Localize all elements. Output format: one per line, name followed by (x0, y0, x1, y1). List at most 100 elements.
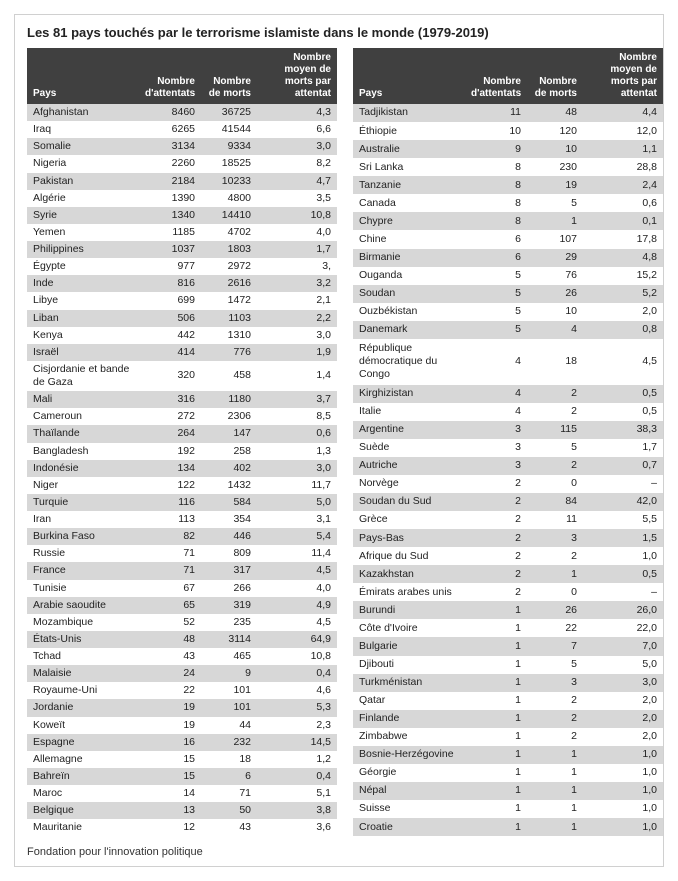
deaths-cell: 1 (527, 764, 583, 782)
table-row: Mali31611803,7 (27, 391, 337, 408)
country-cell: Danemark (353, 321, 465, 339)
country-cell: Liban (27, 310, 139, 327)
country-cell: Afrique du Sud (353, 547, 465, 565)
country-cell: Iran (27, 511, 139, 528)
deaths-cell: 1432 (201, 477, 257, 494)
avg-cell: 4,5 (257, 562, 337, 579)
avg-cell: 15,2 (583, 267, 663, 285)
table-row: Afghanistan8460367254,3 (27, 104, 337, 121)
table-row: Croatie111,0 (353, 818, 663, 836)
attacks-cell: 977 (139, 258, 201, 275)
country-cell: Iraq (27, 121, 139, 138)
table-row: Indonésie1344023,0 (27, 460, 337, 477)
table-row: Russie7180911,4 (27, 545, 337, 562)
country-cell: Ouzbékistan (353, 303, 465, 321)
deaths-cell: 1310 (201, 327, 257, 344)
table-row: Mauritanie12433,6 (27, 819, 337, 836)
deaths-cell: 2 (527, 710, 583, 728)
country-cell: Croatie (353, 818, 465, 836)
deaths-cell: 1 (527, 565, 583, 583)
country-cell: Bosnie-Herzégovine (353, 746, 465, 764)
deaths-cell: 232 (201, 734, 257, 751)
deaths-cell: 2 (527, 728, 583, 746)
attacks-cell: 12 (139, 819, 201, 836)
deaths-cell: 43 (201, 819, 257, 836)
attacks-cell: 71 (139, 562, 201, 579)
country-cell: Tanzanie (353, 176, 465, 194)
attacks-cell: 1390 (139, 190, 201, 207)
attacks-cell: 506 (139, 310, 201, 327)
deaths-cell: 319 (201, 597, 257, 614)
deaths-cell: 0 (527, 475, 583, 493)
attacks-cell: 71 (139, 545, 201, 562)
source-line: Fondation pour l'innovation politique (27, 846, 651, 858)
attacks-cell: 8460 (139, 104, 201, 121)
deaths-cell: 2 (527, 547, 583, 565)
country-cell: Syrie (27, 207, 139, 224)
deaths-cell: 776 (201, 344, 257, 361)
deaths-cell: 5 (527, 194, 583, 212)
deaths-cell: 10 (527, 140, 583, 158)
deaths-cell: 266 (201, 580, 257, 597)
attacks-cell: 1 (465, 619, 527, 637)
deaths-cell: 2 (527, 457, 583, 475)
avg-cell: 11,7 (257, 477, 337, 494)
deaths-cell: 2 (527, 403, 583, 421)
table-row: Géorgie111,0 (353, 764, 663, 782)
deaths-cell: 18525 (201, 155, 257, 172)
left-table: Pays Nombre d'attentats Nombre de morts … (27, 48, 337, 836)
avg-cell: 38,3 (583, 421, 663, 439)
deaths-cell: 4702 (201, 224, 257, 241)
table-row: Royaume-Uni221014,6 (27, 682, 337, 699)
country-cell: Russie (27, 545, 139, 562)
deaths-cell: 1 (527, 818, 583, 836)
deaths-cell: 5 (527, 439, 583, 457)
attacks-cell: 1 (465, 818, 527, 836)
avg-cell: 5,2 (583, 285, 663, 303)
avg-cell: 2,0 (583, 710, 663, 728)
country-cell: Suisse (353, 800, 465, 818)
attacks-cell: 3 (465, 439, 527, 457)
avg-cell: 1,0 (583, 547, 663, 565)
deaths-cell: 10 (527, 303, 583, 321)
attacks-cell: 116 (139, 494, 201, 511)
country-cell: Géorgie (353, 764, 465, 782)
attacks-cell: 816 (139, 275, 201, 292)
attacks-cell: 1185 (139, 224, 201, 241)
avg-cell: 2,3 (257, 717, 337, 734)
country-cell: Pakistan (27, 173, 139, 190)
attacks-cell: 14 (139, 785, 201, 802)
avg-cell: 0,4 (257, 768, 337, 785)
avg-cell: 5,5 (583, 511, 663, 529)
country-cell: Chypre (353, 212, 465, 230)
deaths-cell: 41544 (201, 121, 257, 138)
deaths-cell: 458 (201, 361, 257, 391)
col-avg: Nombre moyen de morts par attentat (583, 48, 663, 104)
avg-cell: 0,7 (583, 457, 663, 475)
attacks-cell: 67 (139, 580, 201, 597)
table-row: Turkménistan133,0 (353, 674, 663, 692)
table-row: Kenya44213103,0 (27, 327, 337, 344)
attacks-cell: 1 (465, 746, 527, 764)
attacks-cell: 1 (465, 674, 527, 692)
avg-cell: 3,6 (257, 819, 337, 836)
country-cell: Finlande (353, 710, 465, 728)
country-cell: Koweït (27, 717, 139, 734)
table-row: Pays-Bas231,5 (353, 529, 663, 547)
deaths-cell: 48 (527, 104, 583, 122)
avg-cell: 42,0 (583, 493, 663, 511)
country-cell: Mozambique (27, 614, 139, 631)
deaths-cell: 446 (201, 528, 257, 545)
avg-cell: 5,3 (257, 699, 337, 716)
col-deaths: Nombre de morts (201, 48, 257, 104)
table-row: Ouzbékistan5102,0 (353, 303, 663, 321)
table-row: Népal111,0 (353, 782, 663, 800)
table-row: Somalie313493343,0 (27, 138, 337, 155)
country-cell: Djibouti (353, 656, 465, 674)
table-row: Bosnie-Herzégovine111,0 (353, 746, 663, 764)
avg-cell: – (583, 583, 663, 601)
country-cell: Zimbabwe (353, 728, 465, 746)
country-cell: Belgique (27, 802, 139, 819)
table-row: Finlande122,0 (353, 710, 663, 728)
deaths-cell: 2616 (201, 275, 257, 292)
